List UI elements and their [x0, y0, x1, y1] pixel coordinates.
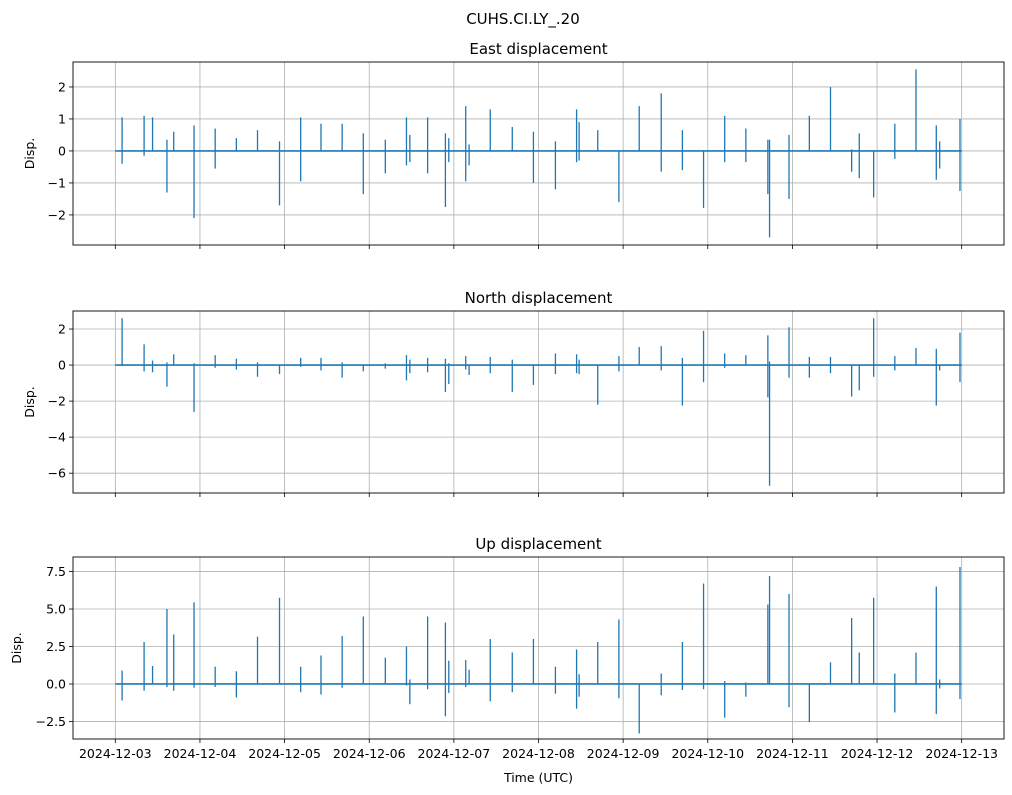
y-tick-label: −2.5 [36, 714, 66, 729]
y-tick-label: 1 [58, 111, 66, 126]
x-tick-label: 2024-12-13 [925, 746, 998, 761]
y-tick-label: 0.0 [46, 676, 66, 691]
y-tick-label: 2.5 [46, 639, 66, 654]
y-tick-label: −2 [48, 207, 66, 222]
y-tick-label: 2 [58, 322, 66, 337]
x-tick-label: 2024-12-03 [79, 746, 152, 761]
y-tick-label: −6 [48, 466, 66, 481]
x-tick-label: 2024-12-07 [418, 746, 491, 761]
up-displacement-panel: 2024-12-03 2024-12-04 2024-12-05 2024-12-06… [9, 535, 1005, 785]
figure-title: CUHS.CI.LY_.20 [466, 10, 580, 29]
y-tick-label: 7.5 [46, 564, 66, 579]
y-tick-label: −4 [48, 430, 66, 445]
y-axis-label: Disp. [22, 386, 37, 418]
x-tick-label: 2024-12-04 [164, 746, 237, 761]
x-tick-label: 2024-12-06 [333, 746, 406, 761]
east-displacement-panel: 2 1 0 −1 −2 East displacement Disp. [22, 40, 1005, 249]
x-tick-label: 2024-12-05 [248, 746, 321, 761]
y-tick-label: −1 [48, 175, 66, 190]
subplot-title: East displacement [469, 40, 607, 58]
x-tick-label: 2024-12-08 [502, 746, 575, 761]
y-tick-label: 2 [58, 79, 66, 94]
y-axis-label: Disp. [9, 632, 24, 664]
north-displacement-panel: 2 0 −2 −4 −6 North displacement Disp. [22, 289, 1005, 497]
y-tick-label: 0 [58, 358, 66, 373]
subplot-title: North displacement [465, 289, 613, 307]
x-tick-label: 2024-12-11 [756, 746, 829, 761]
x-tick-label: 2024-12-10 [671, 746, 744, 761]
subplot-title: Up displacement [475, 535, 601, 553]
y-tick-label: 5.0 [46, 602, 66, 617]
y-axis-label: Disp. [22, 138, 37, 170]
x-axis-label: Time (UTC) [503, 770, 573, 785]
y-tick-label: −2 [48, 394, 66, 409]
y-tick-label: 0 [58, 143, 66, 158]
x-tick-label: 2024-12-09 [587, 746, 660, 761]
x-tick-label: 2024-12-12 [841, 746, 914, 761]
